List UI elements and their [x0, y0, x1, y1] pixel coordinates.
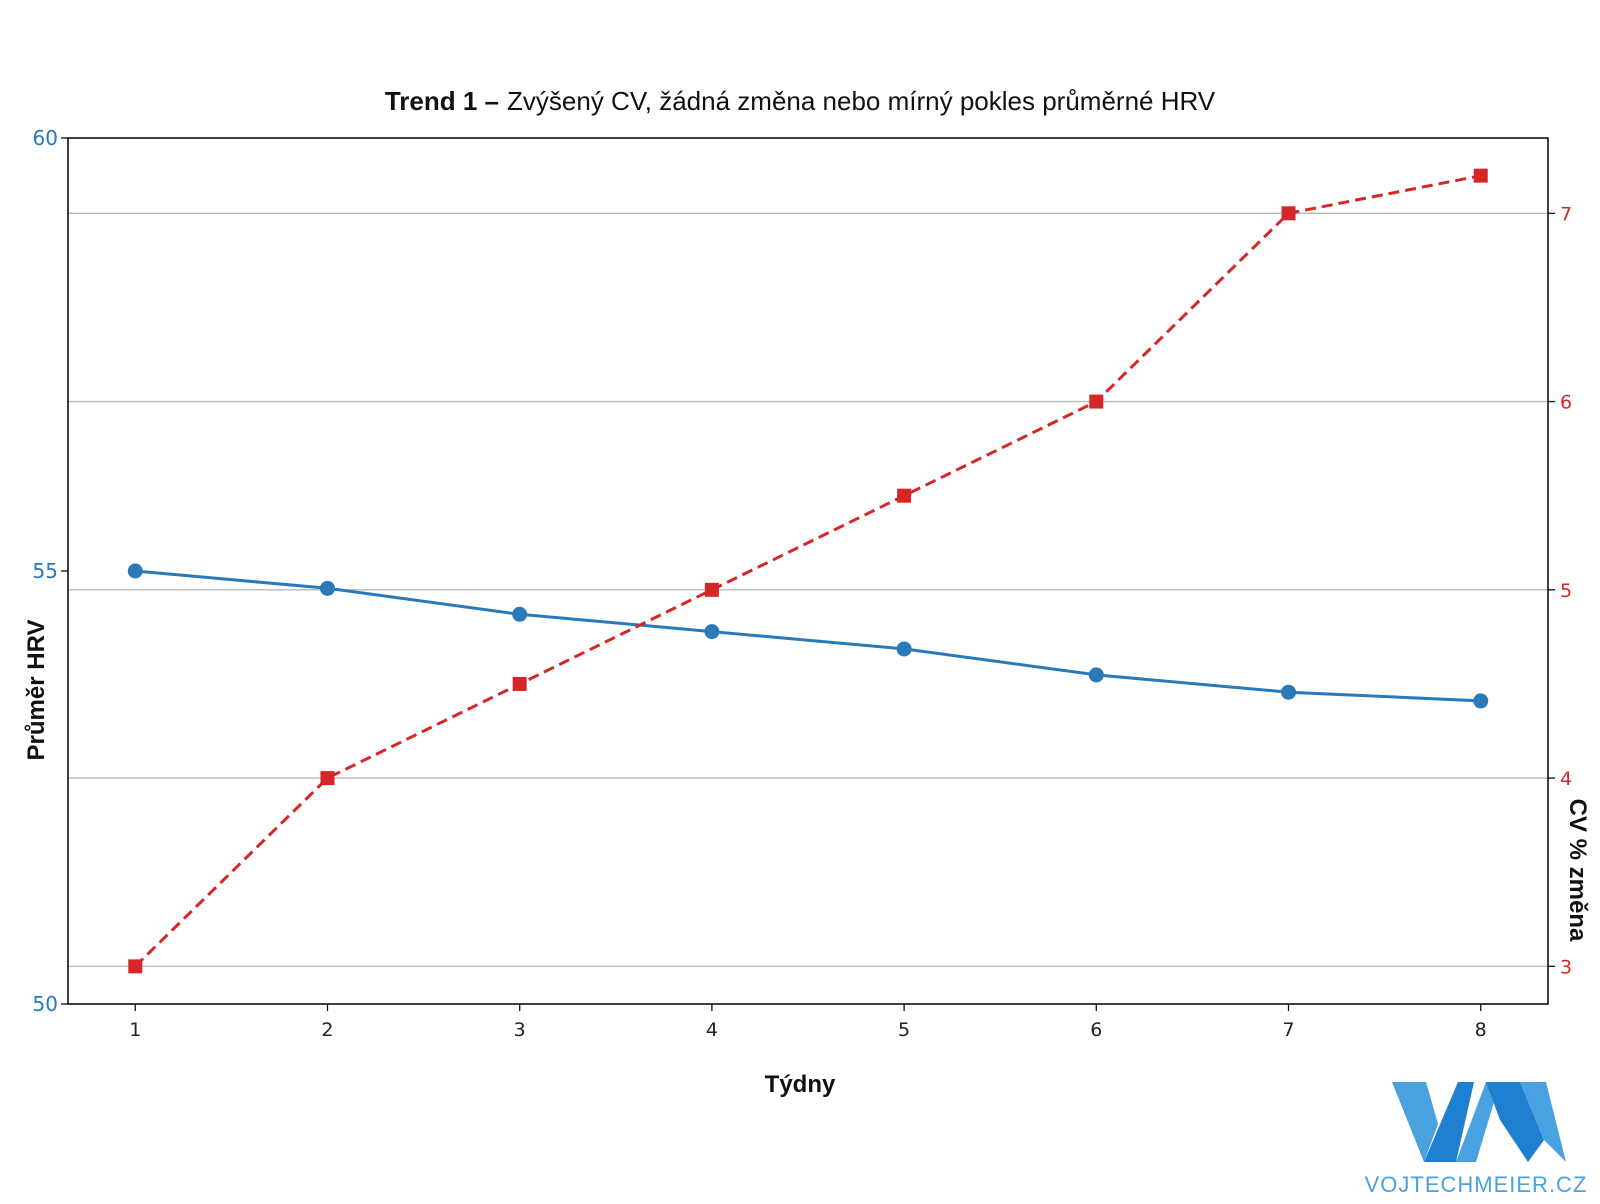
left-axis-ticks: 50 55 60 [33, 126, 68, 1016]
right-axis-ticks: 3 4 5 6 7 [1548, 203, 1572, 978]
right-tick-label: 3 [1560, 956, 1572, 978]
series-point-square [1089, 394, 1104, 409]
series-point-square [897, 488, 912, 503]
logo-v-right-stroke [1424, 1082, 1474, 1162]
series-point-circle [1281, 684, 1297, 700]
right-tick-label: 6 [1560, 392, 1572, 414]
chart-title: Trend 1 – Zvýšený CV, žádná změna nebo mí… [385, 86, 1216, 116]
plot-frame [67, 137, 1549, 1005]
series-point-circle [512, 606, 528, 622]
series-point-circle [1473, 693, 1489, 709]
series-point-square [1473, 168, 1488, 183]
right-tick-label: 7 [1560, 203, 1572, 225]
right-tick-label: 5 [1560, 580, 1572, 602]
series-line-2 [134, 174, 1481, 968]
right-tick-label: 4 [1560, 768, 1572, 790]
series-point-circle [1088, 667, 1104, 683]
right-axis-label: CV % změna [1564, 799, 1591, 942]
logo-m-middle-stroke [1486, 1082, 1544, 1162]
x-tick-label: 8 [1475, 1019, 1487, 1041]
left-axis-label: Průměr HRV [23, 620, 50, 761]
x-tick-label: 3 [514, 1019, 526, 1041]
x-axis-ticks: 1 2 3 4 5 6 7 8 [129, 1004, 1487, 1041]
series-point-circle [704, 624, 720, 640]
left-tick-label: 50 [33, 992, 58, 1016]
left-tick-label: 60 [33, 126, 58, 150]
series-point-square [512, 676, 527, 691]
logo-wordmark: VOJTECHMEIER.CZ [1365, 1172, 1588, 1197]
series-layer [127, 168, 1489, 974]
grid-lines [68, 212, 1548, 967]
series-point-square [128, 959, 143, 974]
series-point-circle [319, 580, 335, 596]
logo-m-right-stroke [1520, 1082, 1566, 1162]
chart-title-rest: Zvýšený CV, žádná změna nebo mírný pokle… [507, 86, 1216, 116]
logo-m-left-stroke [1456, 1082, 1500, 1162]
logo-v-left-stroke [1392, 1082, 1438, 1162]
x-tick-label: 1 [129, 1019, 141, 1041]
series-point-circle [896, 641, 912, 657]
x-tick-label: 6 [1090, 1019, 1102, 1041]
series-point-square [320, 771, 335, 786]
x-axis-label: Týdny [765, 1071, 836, 1098]
series-line-1 [135, 569, 1481, 703]
x-tick-label: 4 [706, 1019, 718, 1041]
brand-logo: VOJTECHMEIER.CZ [1365, 1082, 1588, 1197]
series-point-circle [127, 563, 143, 579]
series-point-square [704, 582, 719, 597]
x-tick-label: 7 [1282, 1019, 1294, 1041]
series-point-square [1281, 206, 1296, 221]
x-tick-label: 2 [321, 1019, 333, 1041]
chart-title-bold: Trend 1 – [385, 86, 499, 116]
left-tick-label: 55 [33, 559, 58, 583]
x-tick-label: 5 [898, 1019, 910, 1041]
